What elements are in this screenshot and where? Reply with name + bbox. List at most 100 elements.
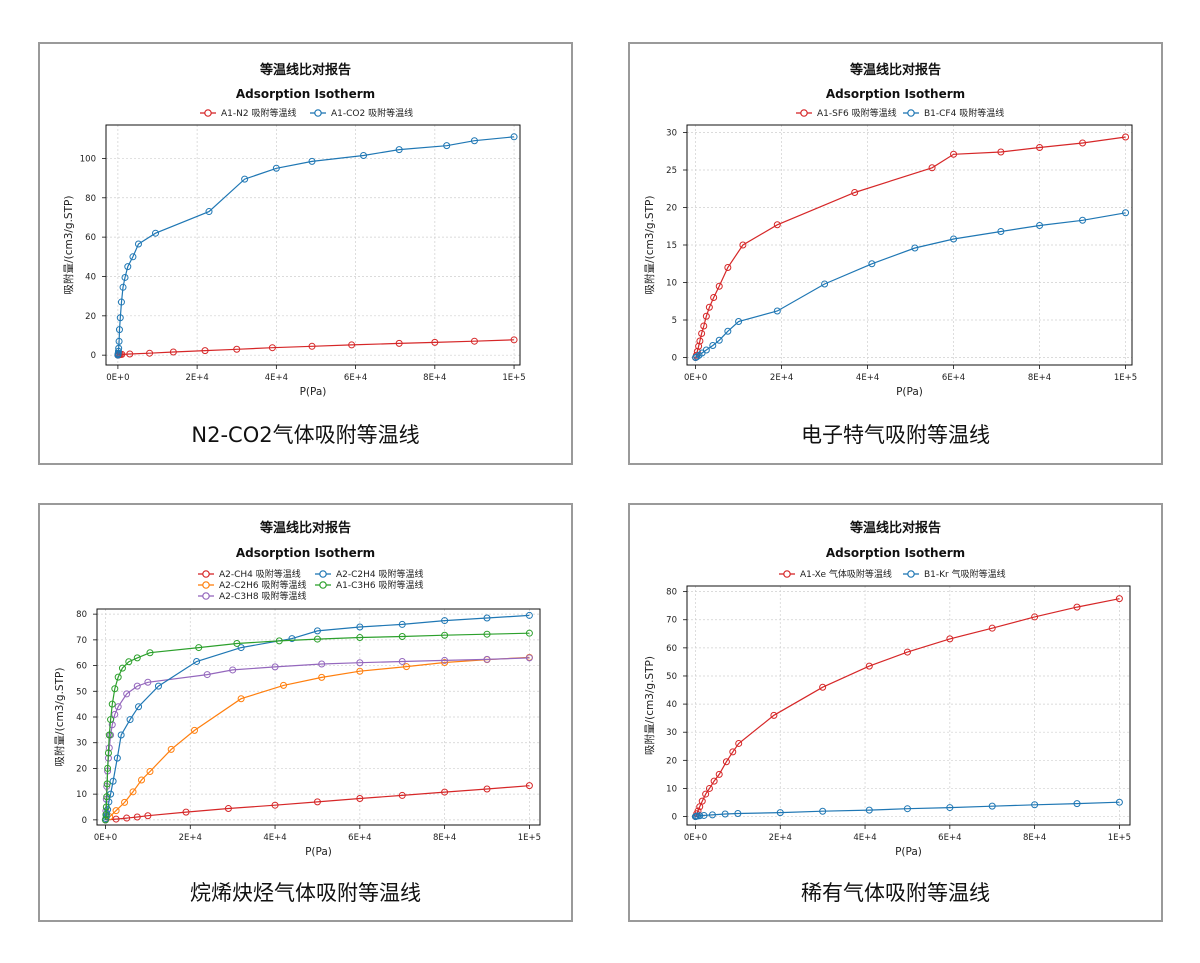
data-point <box>946 804 954 812</box>
data-point <box>111 710 119 718</box>
data-point <box>1036 222 1044 229</box>
legend-label: A1-Xe 气体吸附等温线 <box>800 568 892 580</box>
data-point <box>1115 798 1123 806</box>
legend-swatch-marker <box>783 570 791 578</box>
data-point <box>721 810 729 818</box>
data-point <box>1036 144 1044 151</box>
y-tick-label: 50 <box>76 687 87 697</box>
data-point <box>115 326 123 334</box>
data-point <box>483 614 491 622</box>
x-tick-label: 6E+4 <box>938 833 961 843</box>
data-point <box>722 758 730 766</box>
data-point <box>398 633 406 641</box>
data-point <box>441 658 449 666</box>
chart-title: 等温线比对报告 <box>849 62 941 78</box>
x-axis-label: P(Pa) <box>305 846 332 858</box>
data-point <box>1073 800 1081 808</box>
data-point <box>431 338 439 346</box>
data-point <box>441 631 449 639</box>
data-point <box>205 208 213 216</box>
data-point <box>146 768 154 776</box>
data-point <box>144 812 152 820</box>
data-point <box>272 164 280 172</box>
x-tick-label: 2E+4 <box>769 833 792 843</box>
data-point <box>117 298 125 306</box>
y-tick-label: 40 <box>666 700 677 710</box>
data-point <box>696 337 704 345</box>
data-point <box>715 336 723 344</box>
x-tick-label: 8E+4 <box>1023 833 1046 843</box>
data-point <box>123 814 131 822</box>
data-point <box>356 623 364 631</box>
data-point <box>144 678 152 686</box>
series-line <box>117 339 515 356</box>
legend-swatch-marker <box>319 570 327 578</box>
data-point <box>398 620 406 628</box>
y-tick-label: 20 <box>666 204 677 214</box>
data-point <box>104 749 112 757</box>
x-tick-label: 1E+5 <box>518 833 541 843</box>
data-point <box>710 294 718 301</box>
x-tick-label: 6E+4 <box>942 373 965 383</box>
series-line <box>105 785 530 821</box>
data-point <box>441 656 449 664</box>
data-point <box>103 780 111 788</box>
legend-label: A2-C2H6 吸附等温线 <box>219 579 307 591</box>
data-point <box>702 312 710 320</box>
data-point <box>715 770 723 778</box>
x-tick-label: 4E+4 <box>263 833 286 843</box>
series-line <box>695 801 1120 818</box>
data-point <box>111 685 119 693</box>
legend-label: A2-C2H4 吸附等温线 <box>336 568 424 580</box>
data-point <box>129 253 137 261</box>
data-point <box>1031 613 1039 621</box>
data-point <box>483 630 491 638</box>
x-tick-label: 0E+0 <box>684 373 707 383</box>
y-tick-label: 30 <box>76 739 87 749</box>
data-point <box>133 682 141 690</box>
legend-entry: A1-Xe 气体吸附等温线 <box>779 568 892 580</box>
legend-entry: A1-N2 吸附等温线 <box>200 107 296 119</box>
x-tick-label: 4E+4 <box>853 833 876 843</box>
data-point <box>1079 139 1087 147</box>
series-line <box>105 656 530 821</box>
x-tick-label: 8E+4 <box>433 833 456 843</box>
data-point <box>395 339 403 347</box>
data-point <box>119 283 127 291</box>
data-point <box>356 667 364 675</box>
y-tick-label: 80 <box>85 194 96 204</box>
y-tick-label: 40 <box>76 713 87 723</box>
legend-entry: B1-CF4 吸附等温线 <box>903 107 1004 119</box>
data-point <box>108 700 116 708</box>
data-point <box>113 754 121 762</box>
y-tick-label: 10 <box>76 790 87 800</box>
data-point <box>443 142 451 150</box>
data-point <box>946 635 954 643</box>
data-point <box>735 318 743 325</box>
data-point <box>135 703 143 711</box>
x-tick-label: 0E+0 <box>94 833 117 843</box>
data-point <box>483 785 491 793</box>
legend-label: B1-Kr 气吸附等温线 <box>924 568 1006 580</box>
chart-panel-hydrocarbons: 等温线比对报告 Adsorption Isotherm A2-CH4 吸附等温线 A2… <box>38 503 573 922</box>
data-point <box>819 683 827 691</box>
chart-title: 等温线比对报告 <box>259 520 351 536</box>
data-point <box>288 635 296 643</box>
data-point <box>903 648 911 656</box>
y-tick-label: 60 <box>76 662 87 672</box>
y-tick-label: 5 <box>672 316 677 326</box>
data-point <box>708 811 716 819</box>
data-series <box>101 629 533 824</box>
data-point <box>525 654 533 662</box>
data-point <box>308 342 316 350</box>
data-point <box>280 681 288 689</box>
data-point <box>114 347 122 355</box>
data-point <box>107 716 115 724</box>
legend-entry: B1-Kr 气吸附等温线 <box>903 568 1006 580</box>
data-point <box>865 662 873 670</box>
data-point <box>773 221 781 229</box>
data-point <box>735 739 743 747</box>
legend-swatch-marker <box>800 109 808 117</box>
data-point <box>133 654 141 662</box>
data-point <box>510 336 518 344</box>
